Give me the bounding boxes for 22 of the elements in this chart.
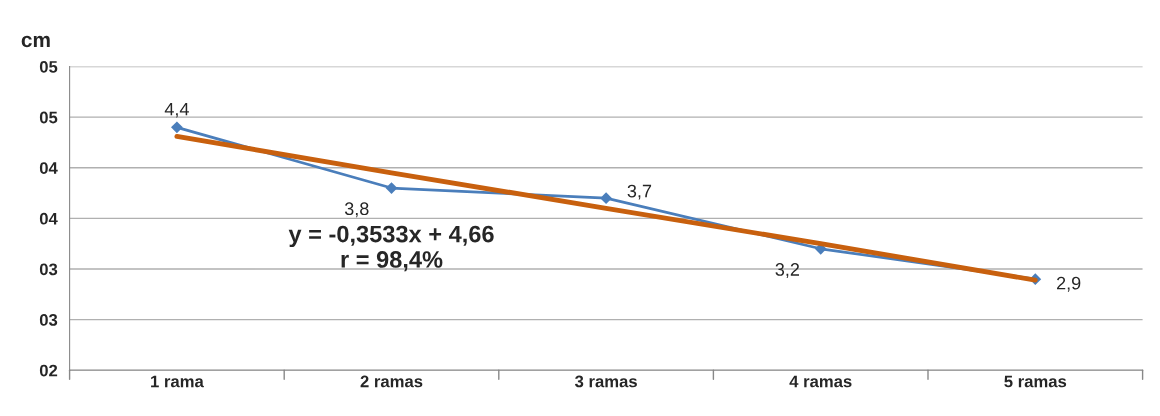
data-label: 3,7 <box>627 184 652 200</box>
data-label: 3,8 <box>344 202 369 218</box>
x-tick-label: 5 ramas <box>1004 375 1067 388</box>
y-tick-label: 02 <box>39 364 58 377</box>
data-label: 4,4 <box>164 102 189 118</box>
x-tick-label: 3 ramas <box>574 375 637 388</box>
annotation: y = -0,3533x + 4,66 r = 98,4% <box>288 225 494 272</box>
point <box>171 121 183 134</box>
y-tick-label: 03 <box>39 263 58 276</box>
data-label: 3,2 <box>775 263 800 278</box>
y-tick-label: 03 <box>39 314 58 326</box>
x-tick-label: 1 rama <box>151 375 204 388</box>
y-tick-label: 05 <box>39 60 58 73</box>
y-tick-label: 05 <box>39 111 58 124</box>
y-axis-title: cm <box>21 35 50 48</box>
x-tick-label: 4 ramas <box>789 375 852 388</box>
point <box>385 182 398 194</box>
x-tick-label: 2 ramas <box>360 375 423 388</box>
data-label: 2,9 <box>1056 276 1081 292</box>
y-tick-label: 04 <box>39 212 58 225</box>
point <box>600 192 612 205</box>
y-tick-label: 04 <box>39 162 58 174</box>
